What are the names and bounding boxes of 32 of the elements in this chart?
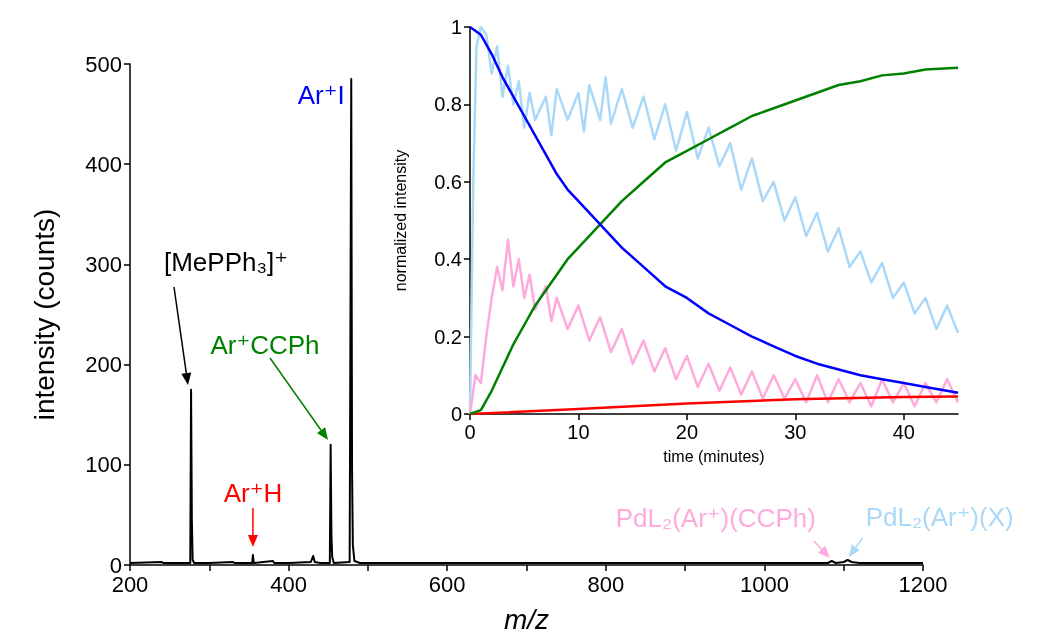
annotation: Ar⁺I (297, 80, 345, 111)
y-tick-label: 1 (450, 16, 462, 38)
x-axis-title: time (minutes) (663, 447, 765, 465)
x-tick-label: 1000 (739, 571, 789, 597)
y-tick-label: 500 (85, 51, 122, 77)
y-tick-label: 0.2 (434, 325, 462, 348)
y-tick-label: 0.4 (434, 248, 462, 271)
x-tick-label: 800 (587, 571, 625, 597)
y-tick-label: 0 (109, 552, 122, 578)
x-tick-label: 0 (464, 421, 476, 443)
annotation: Ar⁺CCPh (210, 330, 320, 360)
x-axis-title: m/z (503, 603, 550, 635)
x-tick-label: 400 (270, 571, 307, 597)
y-tick-label: 400 (85, 151, 122, 177)
y-axis-title: intensity (counts) (28, 208, 60, 421)
x-tick-label: 40 (892, 421, 915, 443)
y-tick-label: 0.6 (434, 170, 462, 193)
y-tick-label: 100 (85, 452, 122, 478)
x-tick-label: 1200 (898, 571, 948, 597)
y-tick-label: 0 (450, 403, 462, 425)
y-axis-title: normalized intensity (391, 149, 409, 292)
y-tick-label: 200 (85, 352, 122, 378)
annotation: Ar⁺H (223, 477, 283, 508)
y-tick-label: 300 (85, 251, 122, 277)
x-tick-label: 600 (428, 571, 466, 597)
annotation: PdL₂(Ar⁺)(X) (865, 501, 1014, 532)
x-tick-label: 30 (784, 421, 807, 443)
x-tick-label: 20 (675, 421, 699, 443)
x-tick-label: 10 (567, 421, 590, 443)
y-tick-label: 0.8 (434, 93, 462, 116)
annotation: PdL₂(Ar⁺)(CCPh) (615, 502, 816, 533)
annotation: [MePPh₃]⁺ (163, 247, 289, 277)
